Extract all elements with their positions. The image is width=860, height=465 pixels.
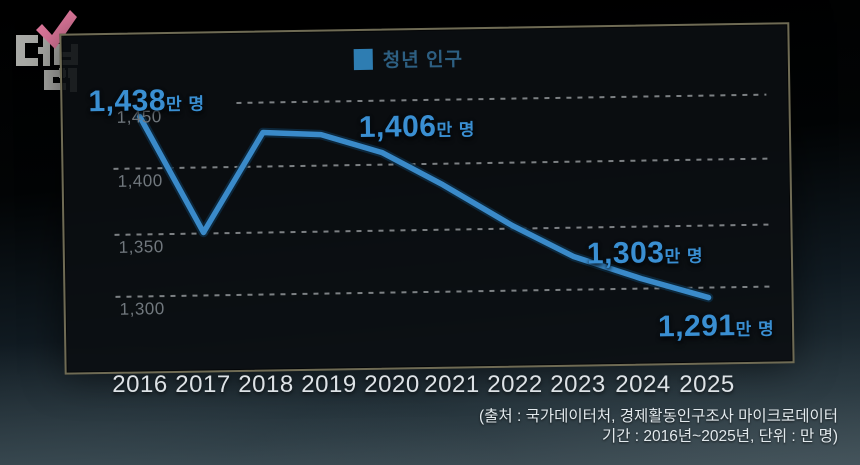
source-line-2: 기간 : 2016년~2025년, 단위 : 만 명): [601, 428, 838, 445]
value-label-2019: 1,406만 명: [358, 109, 476, 145]
gridlines: [113, 93, 770, 298]
x-tick-2017: 2017: [175, 371, 231, 398]
x-tick-2021: 2021: [424, 371, 480, 398]
source-line-1: (출처 : 국가데이터처, 경제활동인구조사 마이크로데이터: [479, 408, 838, 425]
source-note: (출처 : 국가데이터처, 경제활동인구조사 마이크로데이터 기간 : 2016…: [479, 407, 838, 447]
y-axis-label-1350: 1,350: [118, 237, 164, 257]
x-tick-2016: 2016: [112, 371, 168, 398]
value-label-2024: 1,303만 명: [586, 236, 704, 271]
x-tick-2025: 2025: [679, 371, 735, 398]
gridline-1450: [236, 93, 767, 104]
x-tick-2024: 2024: [615, 371, 671, 398]
y-axis-label-1400: 1,400: [117, 171, 163, 191]
x-tick-2020: 2020: [364, 371, 420, 398]
x-tick-2018: 2018: [238, 371, 294, 398]
logo-pink-check: [36, 10, 77, 49]
x-tick-2022: 2022: [487, 371, 543, 398]
gridline-1400: [113, 157, 768, 170]
population-line: [136, 113, 712, 301]
x-tick-2019: 2019: [301, 371, 357, 398]
x-tick-2023: 2023: [550, 371, 606, 398]
value-label-2016: 1,438만 명: [88, 84, 206, 119]
y-axis-label-1300: 1,300: [119, 299, 165, 319]
value-label-2025: 1,291만 명: [657, 309, 775, 344]
